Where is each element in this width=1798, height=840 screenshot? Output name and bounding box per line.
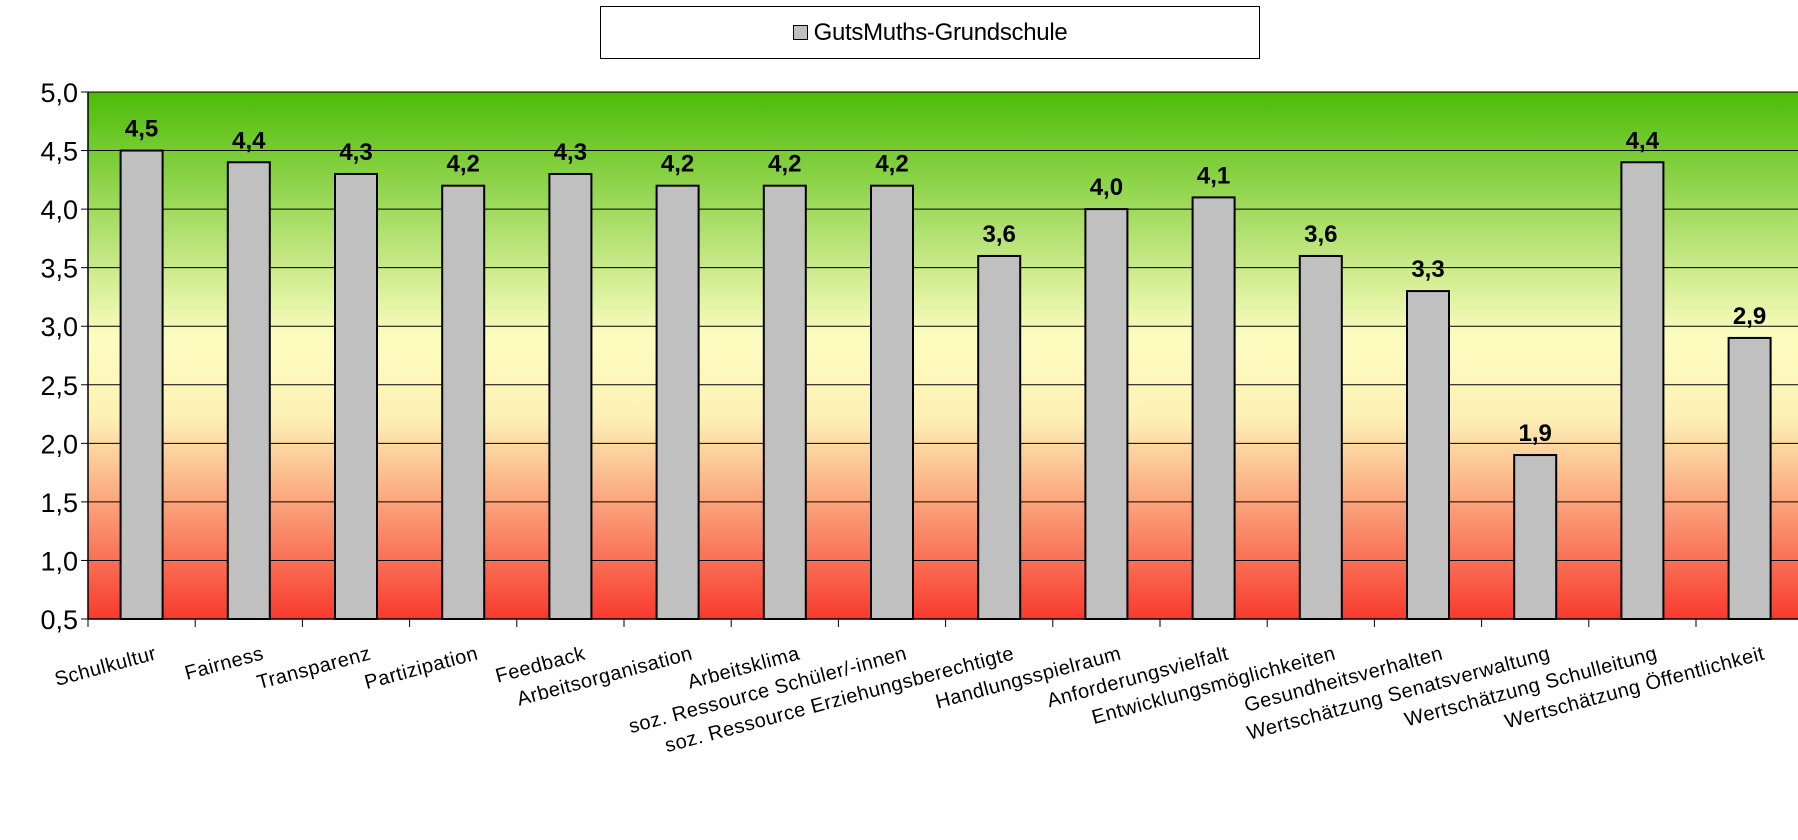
x-tick-label: Transparenz <box>255 643 374 695</box>
legend-label: GutsMuths-Grundschule <box>813 18 1068 46</box>
data-label: 4,0 <box>1090 174 1123 201</box>
data-label: 4,1 <box>1197 162 1230 189</box>
x-tick-label: Schulkultur <box>52 643 159 691</box>
data-label: 4,2 <box>768 151 801 178</box>
y-tick-label: 3,0 <box>40 312 78 342</box>
bars <box>119 149 1772 621</box>
bar <box>1727 336 1772 620</box>
bar <box>334 172 378 620</box>
data-label: 4,2 <box>875 151 908 178</box>
data-label: 4,4 <box>1626 127 1660 154</box>
y-tick-label: 4,0 <box>40 195 78 225</box>
x-tick-label: Fairness <box>182 643 266 685</box>
data-label: 3,6 <box>983 221 1016 248</box>
bar <box>762 184 807 620</box>
data-labels: 4,5 4,4 4,3 4,2 4,3 4,2 4,2 4,2 3,6 4,0 4,1 3,6 3,3 1… <box>125 116 1766 447</box>
data-label: 4,2 <box>447 151 480 178</box>
bar <box>441 184 486 620</box>
data-label: 4,3 <box>339 139 372 166</box>
bar <box>655 184 700 620</box>
axes <box>87 92 1798 627</box>
y-tick-label: 2,5 <box>40 371 78 401</box>
bar <box>870 184 914 620</box>
data-label: 2,9 <box>1733 303 1766 330</box>
bar <box>1298 254 1343 620</box>
bar <box>1620 161 1665 620</box>
x-axis-labels: Schulkultur FairnessTransparenzPartizipat… <box>52 642 1767 757</box>
bar <box>548 172 593 620</box>
y-tick-label: 1,5 <box>40 488 78 518</box>
bar <box>1406 290 1450 620</box>
data-label: 4,4 <box>232 127 266 154</box>
data-label: 4,2 <box>661 151 694 178</box>
legend-swatch <box>792 25 808 40</box>
y-tick-label: 1,0 <box>40 546 78 576</box>
y-axis-ticks: 0,5 1,0 1,5 2,0 2,5 3,0 3,5 4,0 4,5 5,0 <box>40 78 88 635</box>
x-tick-label: Partizipation <box>362 643 480 694</box>
data-label: 3,3 <box>1411 256 1444 283</box>
data-label: 4,5 <box>125 116 158 143</box>
data-label: 3,6 <box>1304 221 1337 248</box>
bar <box>1084 208 1129 620</box>
bar <box>226 161 271 620</box>
y-tick-label: 2,0 <box>40 429 78 459</box>
bar <box>1513 454 1558 620</box>
legend: GutsMuths-Grundschule <box>600 6 1260 59</box>
y-tick-label: 4,5 <box>40 137 78 167</box>
y-tick-label: 5,0 <box>40 78 78 108</box>
y-tick-label: 3,5 <box>40 254 78 284</box>
y-tick-label: 0,5 <box>40 605 78 635</box>
bar <box>119 149 164 621</box>
bar <box>977 254 1022 620</box>
data-label: 1,9 <box>1519 420 1552 447</box>
bar <box>1191 196 1236 620</box>
data-label: 4,3 <box>554 139 587 166</box>
